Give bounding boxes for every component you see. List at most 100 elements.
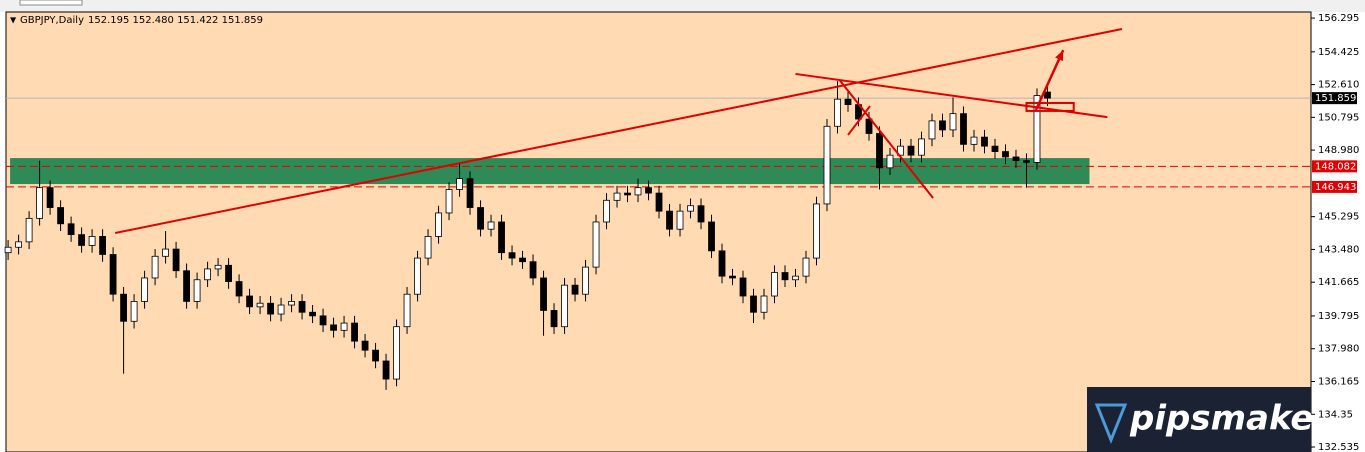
breakout-box: [1025, 101, 1075, 112]
candle-body: [204, 268, 211, 281]
candle-body: [267, 302, 274, 315]
candle-body: [151, 255, 159, 279]
candle-body: [1012, 156, 1020, 161]
candle-body: [750, 295, 757, 313]
candle-body: [603, 199, 610, 223]
candle-body: [1023, 160, 1030, 163]
candle-body: [288, 301, 295, 306]
candle-body: [193, 279, 201, 302]
collapse-icon: ▼: [10, 16, 17, 25]
candle-body: [897, 145, 904, 156]
candle-body: [918, 138, 925, 156]
candle-body: [424, 236, 432, 259]
y-tick-label: 137.980: [1318, 344, 1359, 355]
y-tick-label: 150.795: [1318, 112, 1359, 123]
y-tick-label: 134.35: [1318, 409, 1353, 420]
candle-body: [277, 304, 285, 315]
candle-body: [970, 136, 978, 145]
candle-body: [802, 257, 810, 277]
plot-area: [5, 11, 1312, 452]
candle-body: [529, 261, 537, 279]
candle-body: [960, 113, 967, 145]
candle-body: [330, 324, 337, 331]
chart-subtitle: 152.195 152.480 151.422 151.859: [88, 15, 263, 26]
candle-body: [183, 270, 190, 302]
candle-body: [823, 125, 831, 205]
candle-body: [57, 207, 64, 225]
candle-body: [676, 210, 684, 230]
price-tag: [1312, 180, 1357, 193]
candle-body: [613, 192, 621, 201]
candle-body: [907, 145, 915, 156]
candle-body: [634, 187, 642, 196]
candle-body: [351, 322, 358, 342]
candle-body: [372, 349, 379, 362]
candle-body: [1002, 151, 1009, 158]
candle-body: [939, 120, 946, 131]
candle-body: [477, 207, 484, 230]
candle-body: [718, 250, 726, 277]
toolbar: [0, 0, 1365, 12]
tab: [19, 0, 83, 6]
candle-body: [582, 266, 589, 295]
candle-body: [781, 272, 789, 281]
candle-body: [309, 311, 316, 317]
candle-body: [540, 277, 547, 311]
candle-body: [445, 189, 453, 214]
candle-body: [561, 284, 568, 328]
candle-body: [508, 252, 516, 259]
candle-body: [771, 272, 778, 297]
price-tag-label: 146.943: [1315, 182, 1356, 193]
candle-body: [435, 212, 442, 237]
candle-body: [697, 205, 705, 223]
candle-body: [466, 178, 474, 208]
candle-body: [792, 275, 799, 281]
candle-body: [225, 264, 232, 282]
candle-body: [813, 203, 820, 259]
candle-body: [708, 221, 715, 252]
candle-body: [4, 246, 12, 254]
y-tick-label: 148.980: [1318, 145, 1359, 156]
plot-layer: [4, 27, 1311, 390]
candle-body: [46, 187, 54, 208]
y-tick-label: 143.480: [1318, 244, 1359, 255]
candle-body: [456, 178, 463, 190]
candle-body: [214, 264, 222, 270]
y-tick-label: 145.295: [1318, 212, 1359, 223]
candle-body: [246, 295, 253, 308]
logo-box: [1087, 387, 1311, 452]
arrow-head: [1055, 50, 1064, 62]
candle-body: [666, 210, 673, 230]
y-tick-label: 156.295: [1318, 13, 1359, 24]
candle-body: [844, 98, 852, 106]
candle-body: [687, 205, 694, 212]
logo-icon: [1094, 403, 1128, 445]
candle-body: [645, 187, 652, 194]
candle-body: [235, 281, 243, 297]
candle-body: [340, 322, 348, 331]
candle-body: [109, 254, 117, 295]
candle-body: [949, 113, 957, 131]
candle-body: [130, 301, 138, 322]
candle-body: [162, 248, 169, 257]
candle-body: [99, 236, 106, 255]
price-tag: [1312, 160, 1357, 173]
y-tick-label: 136.165: [1318, 376, 1359, 387]
candle-body: [876, 133, 883, 169]
candle-body: [571, 284, 579, 295]
candle-body: [403, 293, 411, 328]
candle-body: [141, 277, 148, 302]
candle-body: [991, 145, 999, 152]
candle-body: [550, 310, 558, 328]
candle-body: [88, 236, 96, 246]
candle-body: [655, 192, 663, 212]
candle-body: [729, 275, 736, 279]
trend-line: [795, 72, 1108, 119]
candle-body: [361, 340, 369, 351]
trend-line: [847, 105, 871, 136]
candle-body: [865, 118, 873, 134]
candle-body: [1033, 95, 1041, 163]
candle-body: [760, 295, 768, 313]
price-tag: [1312, 92, 1357, 105]
